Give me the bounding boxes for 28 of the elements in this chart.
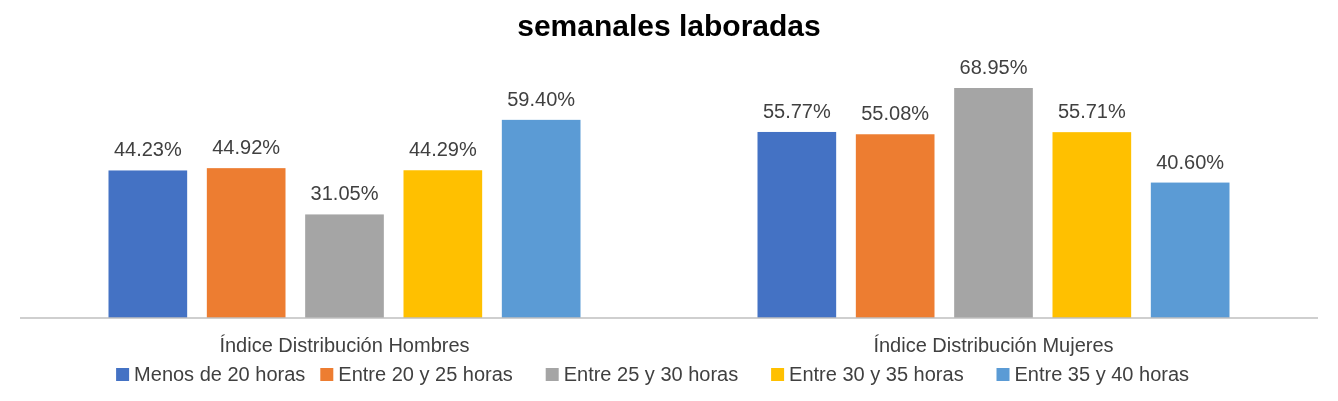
data-label: 68.95% bbox=[959, 56, 1028, 78]
chart-title: semanales laboradas bbox=[517, 9, 821, 42]
data-label: 44.29% bbox=[408, 138, 477, 161]
legend-label: Entre 25 y 30 horas bbox=[563, 363, 739, 385]
bar bbox=[954, 88, 1033, 318]
bar bbox=[1150, 182, 1230, 318]
x-tick-label: Índice Distribución Mujeres bbox=[873, 334, 1114, 356]
bar bbox=[305, 214, 384, 318]
data-label: 55.08% bbox=[861, 102, 930, 125]
data-label: 55.77% bbox=[762, 99, 831, 122]
bar bbox=[206, 168, 286, 318]
data-label: 44.92% bbox=[212, 136, 281, 159]
legend-label: Entre 20 y 25 horas bbox=[338, 363, 513, 385]
bar bbox=[1052, 132, 1132, 318]
data-label: 31.05% bbox=[310, 182, 379, 205]
data-label: 59.40% bbox=[507, 87, 576, 110]
bar bbox=[403, 170, 483, 318]
bar bbox=[501, 119, 581, 318]
legend-label: Menos de 20 horas bbox=[134, 363, 306, 385]
data-label: 40.60% bbox=[1156, 150, 1225, 173]
legend-label: Entre 35 y 40 horas bbox=[1014, 363, 1190, 385]
data-label: 44.23% bbox=[113, 138, 182, 161]
x-tick-label: Índice Distribución Hombres bbox=[219, 334, 470, 356]
data-label: 55.71% bbox=[1057, 100, 1126, 123]
bar bbox=[108, 170, 188, 318]
bar bbox=[757, 131, 837, 318]
legend-label: Entre 30 y 35 horas bbox=[789, 363, 964, 385]
bar bbox=[855, 134, 935, 318]
